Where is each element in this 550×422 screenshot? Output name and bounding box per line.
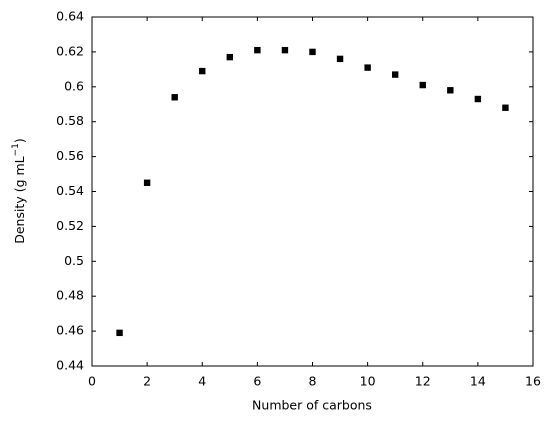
x-tick-label: 8 <box>309 374 317 389</box>
y-axis-label-close: ) <box>12 138 27 143</box>
point <box>447 87 454 94</box>
x-tick-label: 6 <box>253 374 261 389</box>
plot-frame <box>91 16 534 367</box>
x-tick-label: 16 <box>525 374 541 389</box>
x-tick-label: 12 <box>415 374 431 389</box>
x-tick-label: 10 <box>360 374 376 389</box>
y-tick-label: 0.56 <box>56 148 84 163</box>
point <box>336 55 344 63</box>
y-tick-label: 0.62 <box>56 43 84 58</box>
x-tick-label: 2 <box>143 374 151 389</box>
point <box>171 94 178 101</box>
point <box>309 48 316 56</box>
point <box>474 95 482 103</box>
point <box>254 46 261 54</box>
point <box>391 71 399 78</box>
point <box>364 64 371 71</box>
point <box>226 53 234 61</box>
point <box>281 46 289 54</box>
y-tick-label: 0.48 <box>56 288 84 303</box>
point <box>116 329 123 337</box>
y-tick-label: 0.6 <box>64 78 84 93</box>
y-tick-label: 0.58 <box>56 113 84 128</box>
y-tick-label: 0.52 <box>56 218 84 233</box>
y-tick-label: 0.64 <box>56 9 84 24</box>
y-axis-label: Density (g mL−1) <box>11 138 27 244</box>
y-tick-label: 0.54 <box>56 183 84 198</box>
y-tick-label: 0.44 <box>56 358 84 373</box>
y-tick-label: 0.46 <box>56 323 84 338</box>
x-tick-label: 4 <box>198 374 206 389</box>
x-tick-label: 14 <box>470 374 486 389</box>
y-axis-label-superscript: −1 <box>11 143 21 156</box>
point <box>502 104 509 111</box>
x-tick-label: 0 <box>88 374 96 389</box>
x-axis-label: Number of carbons <box>252 398 372 413</box>
y-axis-label-text: Density (g mL <box>12 156 27 243</box>
point <box>419 81 426 89</box>
point <box>143 179 151 186</box>
y-tick-label: 0.5 <box>64 253 84 268</box>
point <box>199 67 206 75</box>
